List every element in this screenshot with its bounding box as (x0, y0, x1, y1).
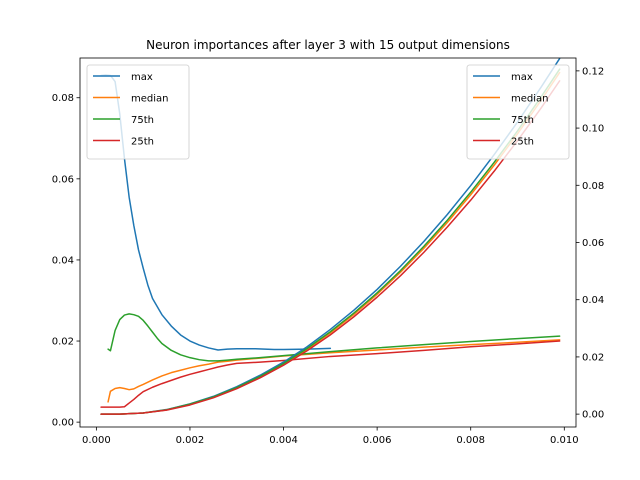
y-right-tick-label: 0.00 (582, 410, 604, 421)
x-tick-label: 0.010 (550, 435, 579, 446)
legends: max median 75th 25th max median 75th 25th (86, 64, 570, 160)
y-right-tick-label: 0.06 (582, 238, 604, 249)
legend-top-left: max median 75th 25th (86, 64, 190, 160)
legend-label-25th: 25th (511, 137, 534, 148)
legend-frame (86, 64, 190, 160)
x-tick-label: 0.002 (176, 435, 205, 446)
left-axis-series-75th-line (107, 313, 561, 362)
left-axis-series-25th-line (100, 340, 561, 408)
right-axis-series-group (100, 58, 561, 415)
x-tick-label: 0.006 (363, 435, 392, 446)
x-tick-label: 0.008 (456, 435, 485, 446)
x-tick-label: 0.004 (269, 435, 298, 446)
legend-frame (466, 64, 570, 160)
legend-label-75th: 75th (511, 115, 534, 126)
axes: 0.000 0.002 0.004 0.006 0.008 0.010 0.00 0.02 0.… (52, 57, 604, 446)
y-right-tick-label: 0.12 (582, 66, 604, 77)
chart-title: Neuron importances after layer 3 with 15… (146, 38, 510, 52)
legend-label-25th: 25th (131, 137, 154, 148)
legend-label-median: median (511, 94, 549, 105)
x-tick-label: 0.000 (82, 435, 111, 446)
legend-label-median: median (131, 94, 169, 105)
y-left-tick-label: 0.06 (52, 174, 74, 185)
legend-label-max: max (511, 72, 533, 83)
y-left-tick-label: 0.04 (52, 255, 74, 266)
legend-top-right: max median 75th 25th (466, 64, 570, 160)
y-left-tick-label: 0.02 (52, 337, 74, 348)
y-right-tick-label: 0.04 (582, 295, 604, 306)
y-left-tick-label: 0.08 (52, 93, 74, 104)
y-right-tick-label: 0.10 (582, 124, 604, 135)
y-right-tick-label: 0.02 (582, 352, 604, 363)
legend-label-75th: 75th (131, 115, 154, 126)
right-axis-series-25th-line (100, 80, 561, 415)
y-left-tick-label: 0.00 (52, 418, 74, 429)
legend-label-max: max (131, 72, 153, 83)
y-right-tick-label: 0.08 (582, 181, 604, 192)
left-axis-series-median-line (107, 339, 561, 403)
